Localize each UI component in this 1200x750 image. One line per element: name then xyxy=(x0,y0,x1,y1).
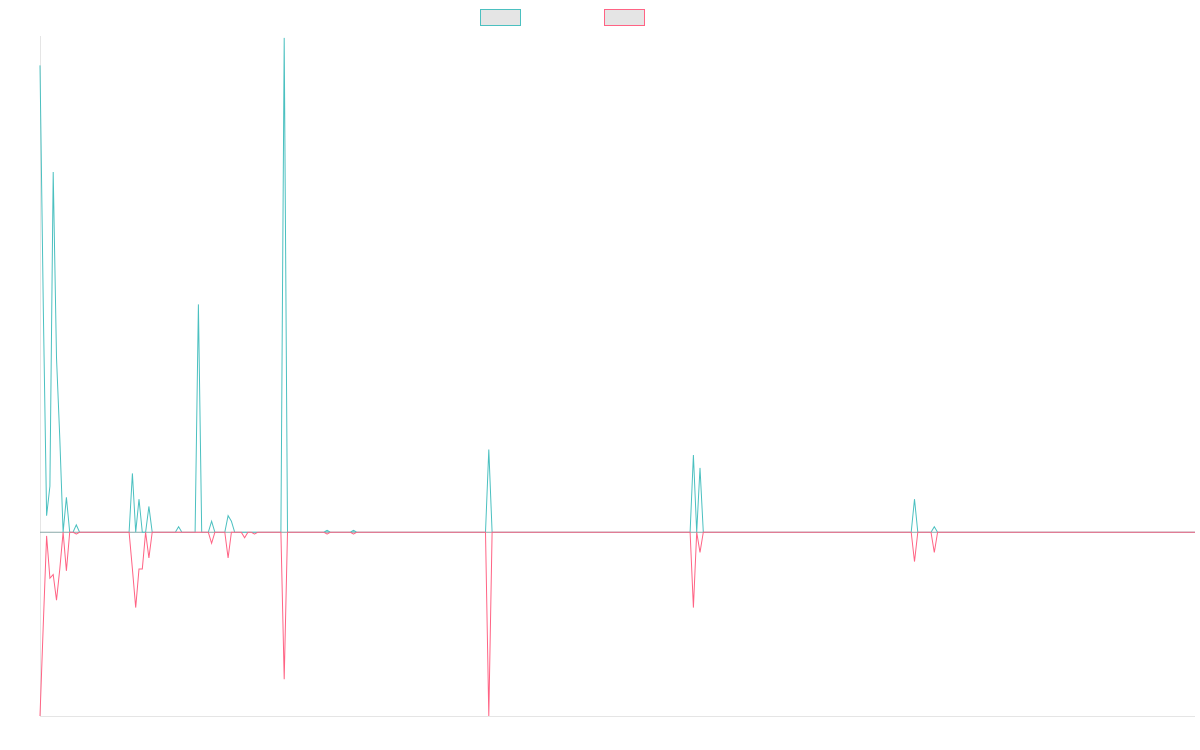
legend xyxy=(480,9,645,26)
legend-swatch-series-a[interactable] xyxy=(480,9,521,26)
series-layer xyxy=(39,37,1195,717)
series-line-b xyxy=(39,531,1195,717)
legend-swatch-series-b[interactable] xyxy=(604,9,645,26)
